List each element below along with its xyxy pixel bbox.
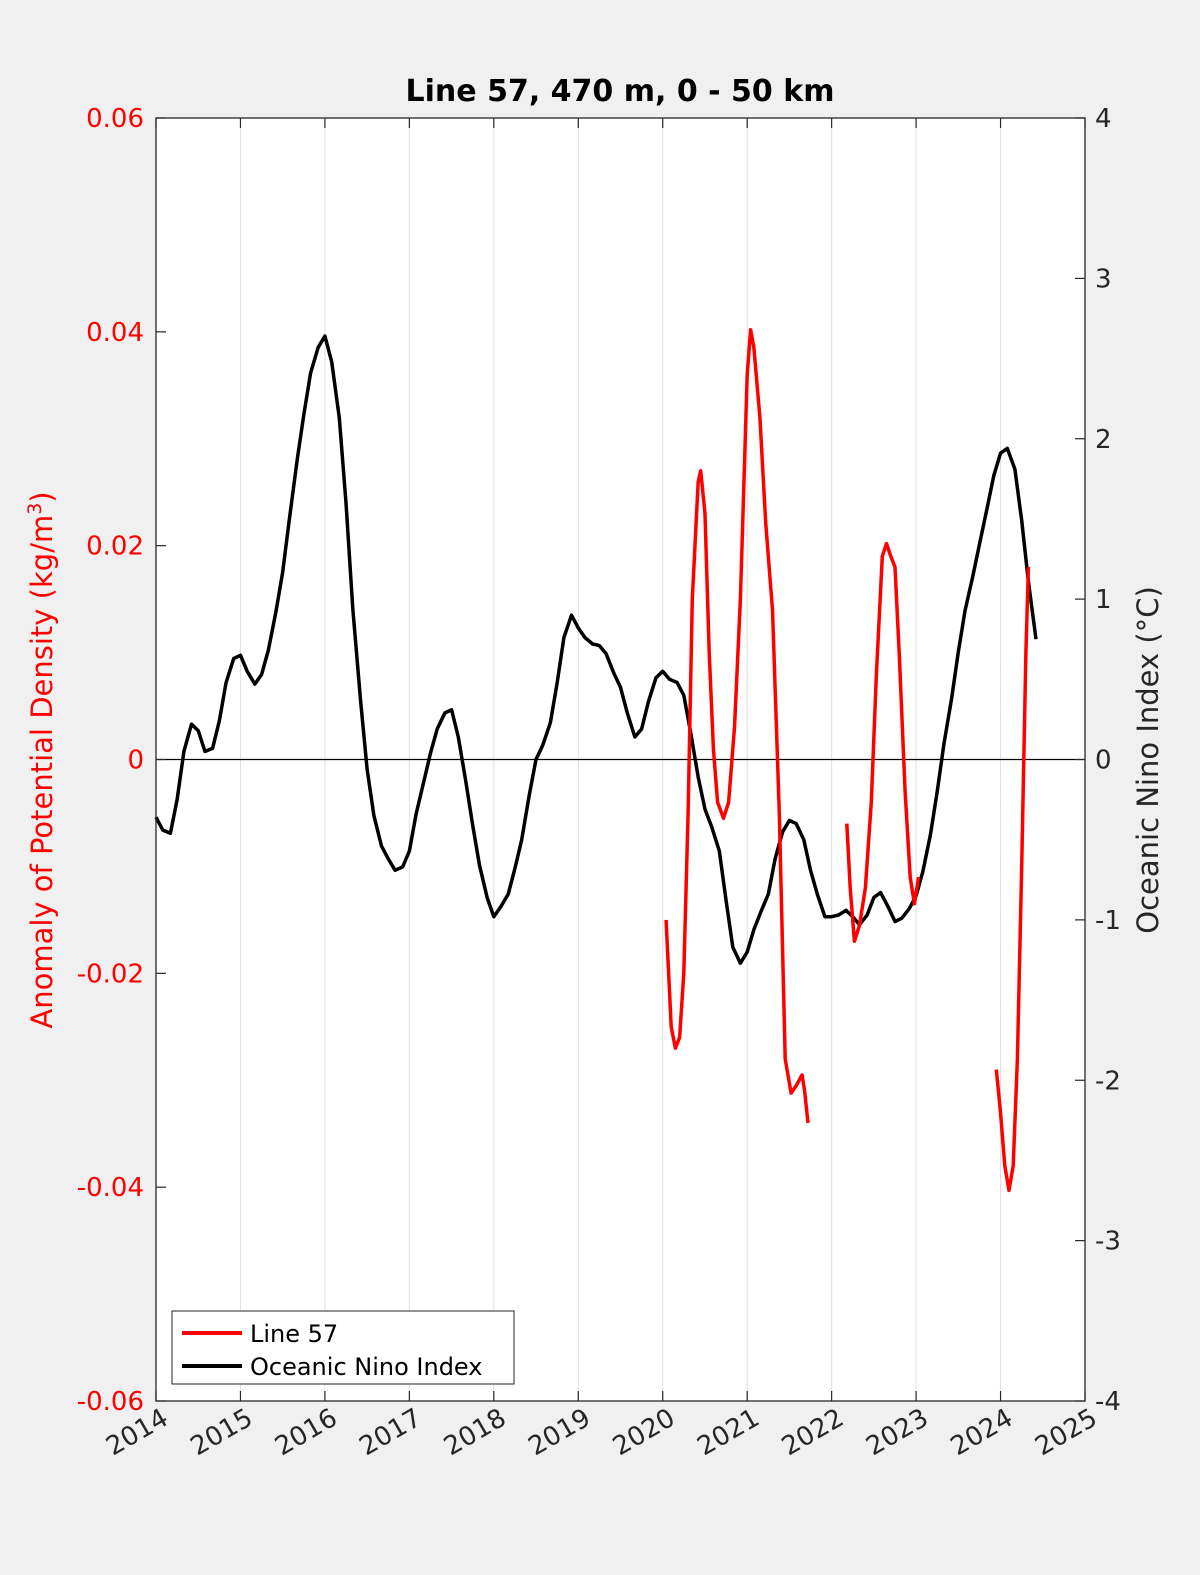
x-tick-label: 2022 (777, 1403, 849, 1462)
y-left-tick-label: 0.02 (86, 532, 144, 562)
legend-box (171, 1310, 515, 1385)
x-tick-label: 2025 (1030, 1403, 1102, 1462)
y-axis-left-label: Anomaly of Potential Density (kg/m3) (24, 491, 59, 1028)
y-left-tick-label: 0 (127, 746, 144, 776)
series-line-oceanic-nino-index (154, 334, 1038, 965)
x-tick-label: 2020 (608, 1403, 680, 1462)
y-left-tick-label: 0.04 (86, 318, 144, 348)
y-right-tick-label: -2 (1095, 1066, 1121, 1096)
legend-label-oni: Oceanic Nino Index (250, 1353, 482, 1381)
series-line-line-57-segment-1 (664, 327, 810, 1124)
y-left-tick-label: -0.04 (77, 1173, 144, 1203)
y-right-tick-label: 0 (1095, 746, 1112, 776)
y-right-tick-label: 3 (1095, 264, 1112, 294)
y-axis-right-label: Oceanic Nino Index (°C) (1131, 586, 1165, 934)
y-right-tick-label: 1 (1095, 585, 1112, 615)
series-line-line-57-segment-3 (994, 566, 1031, 1193)
legend: Line 57 Oceanic Nino Index (171, 1310, 515, 1385)
x-tick-label: 2024 (946, 1403, 1018, 1462)
x-tick-label: 2015 (186, 1403, 258, 1462)
y-axis-left-label-superscript: 3 (24, 503, 46, 515)
y-right-tick-label: -4 (1095, 1387, 1121, 1417)
x-tick-label: 2023 (861, 1403, 933, 1462)
axis-ticks: 2 0 1 4 2015 2016 2017 2018 2019 2020 2021 2022 2023… (77, 104, 1121, 1462)
y-left-tick-label: -0.06 (77, 1387, 144, 1417)
x-tick-label: 2021 (692, 1403, 764, 1462)
y-right-tick-label: -3 (1095, 1227, 1121, 1257)
legend-label-line-57: Line 57 (250, 1320, 338, 1348)
y-left-tick-label: 0.06 (86, 104, 144, 134)
x-tick-label: 2016 (270, 1403, 342, 1462)
series-layer (154, 327, 1038, 1193)
y-right-tick-label: -1 (1095, 906, 1121, 936)
x-tick-label: 2017 (355, 1403, 427, 1462)
x-tick-label: 2018 (439, 1403, 511, 1462)
y-right-tick-label: 4 (1095, 104, 1112, 134)
y-right-tick-label: 2 (1095, 425, 1112, 455)
y-left-tick-label: -0.02 (77, 959, 144, 989)
y-axis-left-label-end: ) (25, 491, 59, 502)
x-tick-label: 2019 (523, 1403, 595, 1462)
series-line-line-57-segment-2 (845, 541, 921, 944)
chart-title: Line 57, 470 m, 0 - 50 km (406, 74, 835, 109)
